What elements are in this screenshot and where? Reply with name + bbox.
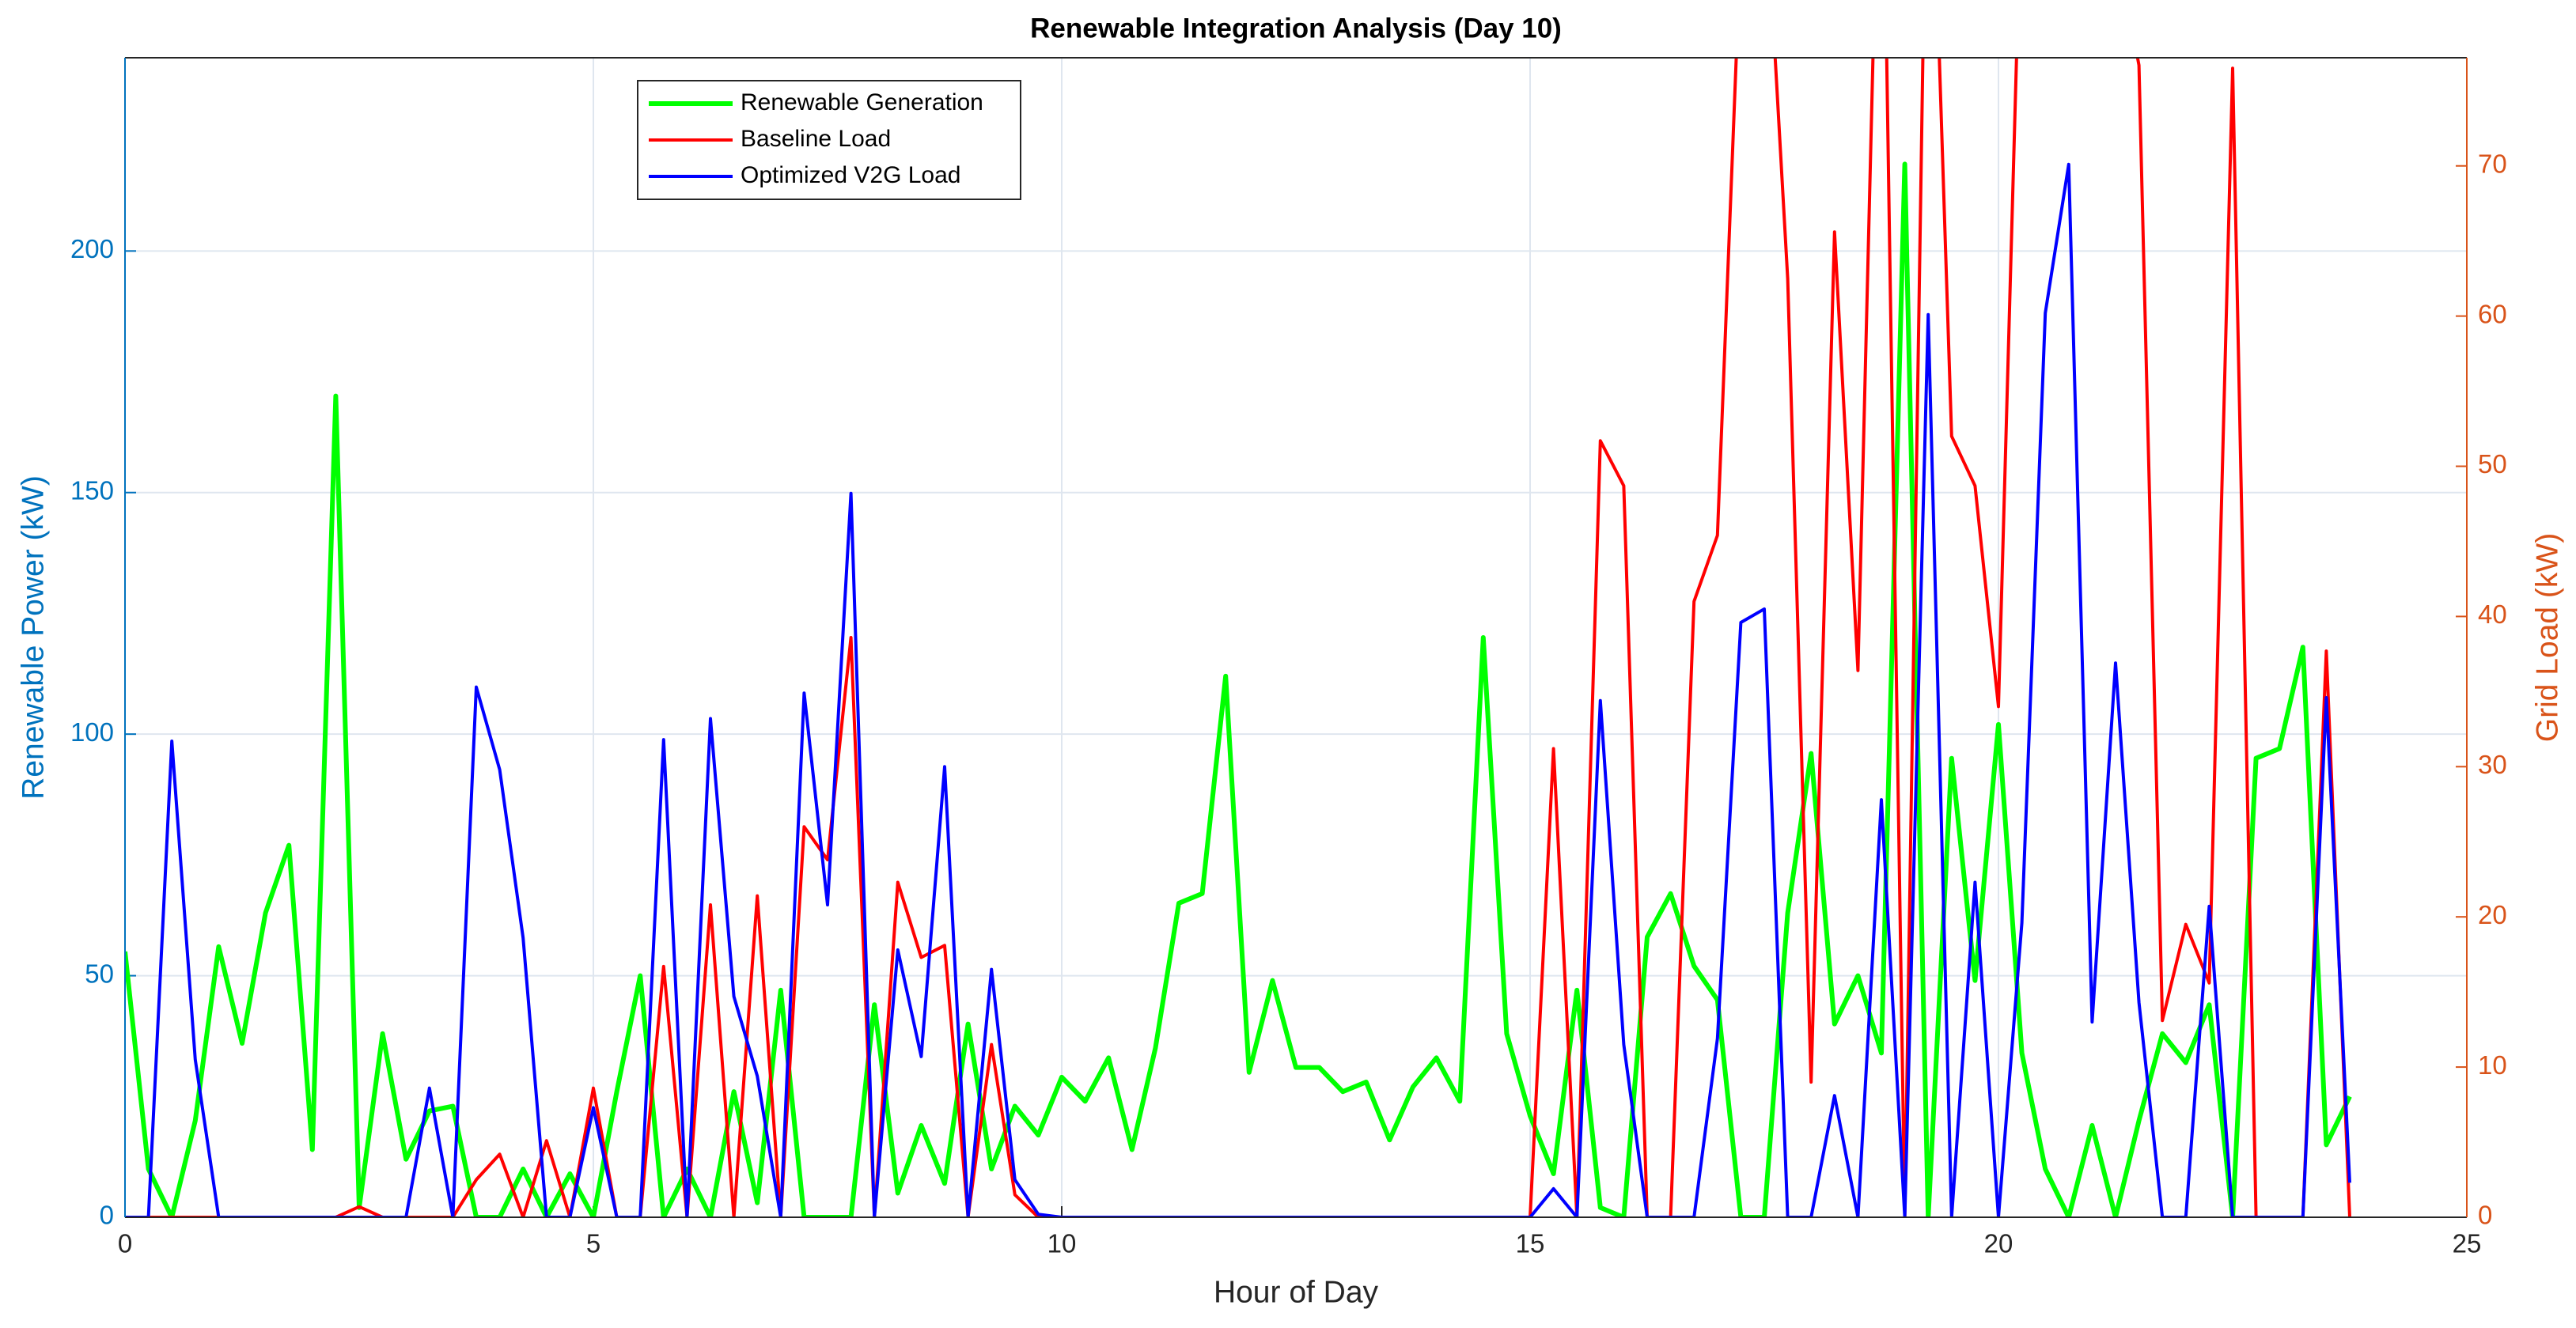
y2-tick-label: 30	[2478, 750, 2507, 779]
x-tick-label: 20	[1984, 1229, 2013, 1258]
x-tick-label: 10	[1047, 1229, 1077, 1258]
legend-label: Baseline Load	[741, 126, 891, 152]
x-tick-label: 5	[586, 1229, 600, 1258]
y-tick-label: 150	[70, 475, 114, 505]
x-tick-label: 15	[1516, 1229, 1545, 1258]
x-tick-label: 25	[2453, 1229, 2482, 1258]
y2-tick-label: 70	[2478, 149, 2507, 178]
y2-tick-label: 40	[2478, 600, 2507, 629]
y-axis-label: Renewable Power (kW)	[16, 475, 50, 800]
y2-tick-label: 20	[2478, 900, 2507, 929]
y-tick-label: 100	[70, 717, 114, 747]
y2-tick-label: 50	[2478, 449, 2507, 479]
x-axis-label: Hour of Day	[1214, 1275, 1379, 1309]
legend-box	[637, 80, 1021, 200]
y2-axis-label: Grid Load (kW)	[2530, 533, 2564, 742]
chart-title: Renewable Integration Analysis (Day 10)	[1030, 13, 1562, 44]
y-tick-label: 50	[85, 959, 114, 988]
series-line	[125, 162, 2351, 1217]
series-line	[125, 58, 2351, 1217]
y-tick-label: 0	[100, 1201, 114, 1230]
legend-label: Optimized V2G Load	[741, 162, 960, 188]
legend-label: Renewable Generation	[741, 89, 983, 115]
y2-tick-label: 0	[2478, 1201, 2492, 1230]
y2-tick-label: 10	[2478, 1050, 2507, 1080]
x-tick-label: 0	[118, 1229, 132, 1258]
legend: Renewable Generation Baseline Load Optimiz…	[637, 80, 1021, 200]
y2-tick-label: 60	[2478, 299, 2507, 328]
y-tick-label: 200	[70, 234, 114, 263]
